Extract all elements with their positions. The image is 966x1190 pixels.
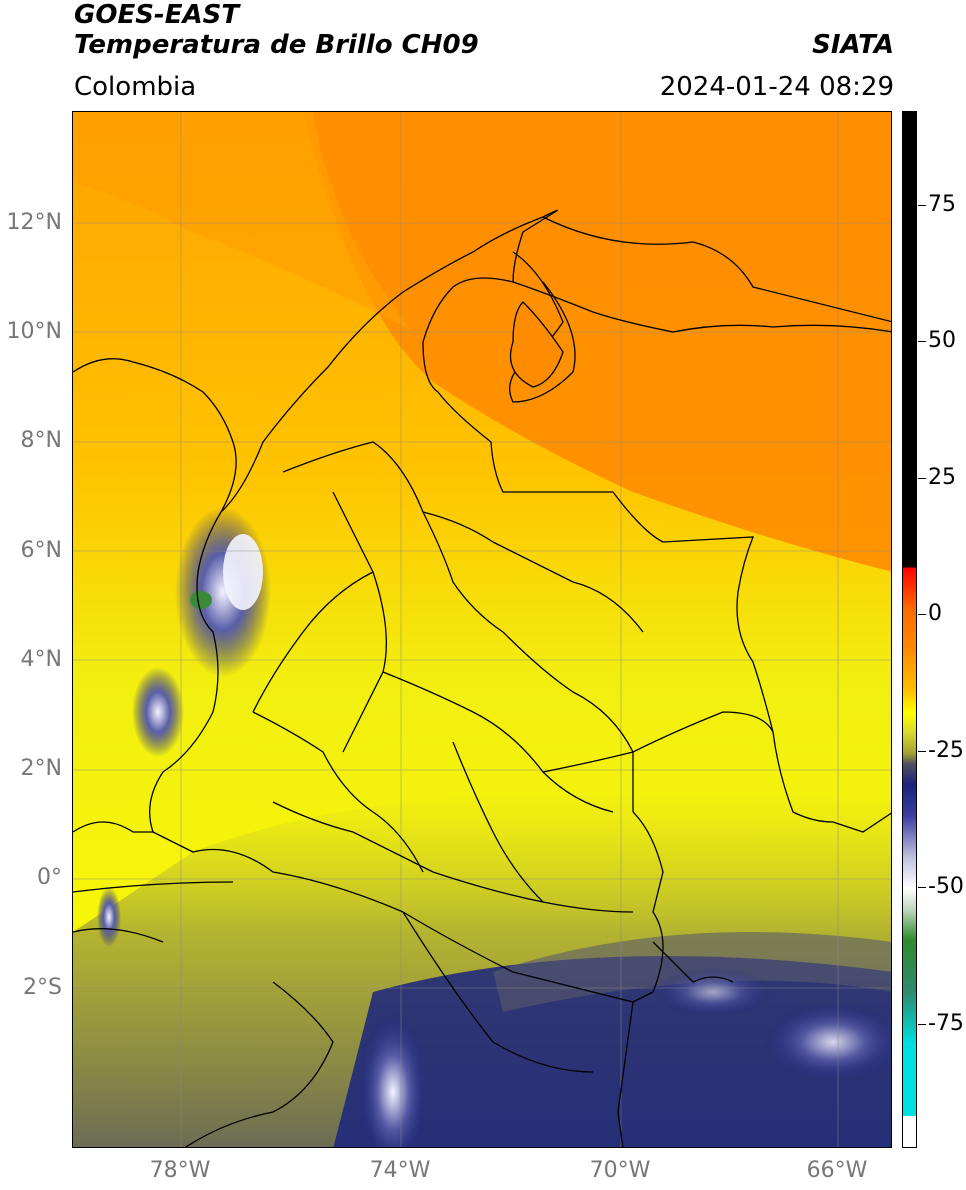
map-canvas [73,112,891,1147]
lat-label: 12°N [6,210,62,235]
region-label: Colombia [74,72,197,102]
lat-label: 10°N [6,319,62,344]
storm-core-1 [223,534,263,610]
colorbar [902,111,917,1148]
title-line1: GOES-EAST [74,0,240,30]
brand-label: SIATA [812,30,894,60]
maracaibo-lake [509,301,564,388]
datetime-label: 2024-01-24 08:29 [659,72,894,102]
lon-label: 66°W [806,1158,868,1183]
colorbar-label: -75 [928,1011,964,1036]
satellite-map [72,111,892,1148]
colorbar-label: 0 [928,601,942,626]
country-borders [73,209,891,1147]
colorbar-label: 75 [928,192,956,217]
colorbar-tick [918,751,926,752]
colorbar-label: 50 [928,328,956,353]
colorbar-tick [918,614,926,615]
storm-cloud-3 [97,887,121,947]
colorbar-label: -50 [928,874,964,899]
colorbar-tick [918,887,926,888]
colorbar-label: 25 [928,465,956,490]
warm-region-ne [303,112,891,572]
storm-cloud-4 [358,1012,428,1147]
lon-label: 70°W [589,1158,651,1183]
lat-label: 2°N [20,756,62,781]
lat-label: 4°N [20,647,62,672]
colorbar-label: -25 [928,738,964,763]
colorbar-tick [918,478,926,479]
storm-cloud-5 [763,1002,891,1082]
storm-cloud-2 [132,667,184,757]
lon-label: 78°W [149,1158,211,1183]
colorbar-tick [918,341,926,342]
lat-label: 2°S [23,975,62,1000]
overshooting-top [190,591,212,609]
colorbar-tick [918,205,926,206]
colorbar-tick [918,1024,926,1025]
lon-label: 74°W [369,1158,431,1183]
gridlines [73,112,891,1147]
lat-label: 6°N [20,538,62,563]
lat-label: 0° [37,865,62,890]
storm-cloud-6 [653,967,773,1017]
lat-label: 8°N [20,428,62,453]
title-line2: Temperatura de Brillo CH09 [74,30,479,60]
warm-region-nw [73,112,413,332]
